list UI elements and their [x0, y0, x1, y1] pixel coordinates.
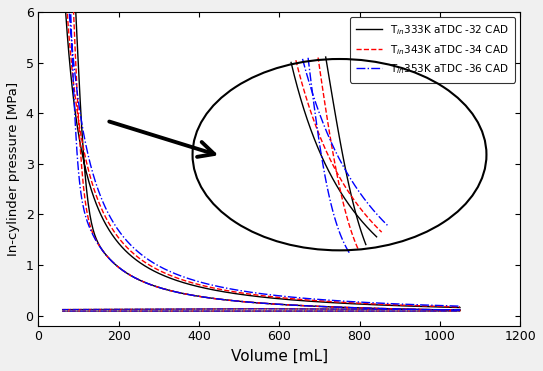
T$_{in}$353K aTDC -36 CAD	[457, 308, 463, 312]
T$_{in}$333K aTDC -32 CAD	[375, 306, 381, 311]
T$_{in}$353K aTDC -36 CAD	[206, 282, 212, 286]
T$_{in}$353K aTDC -36 CAD	[375, 306, 381, 311]
T$_{in}$343K aTDC -34 CAD	[295, 297, 301, 302]
Y-axis label: In-cylinder pressure [MPa]: In-cylinder pressure [MPa]	[7, 82, 20, 256]
T$_{in}$343K aTDC -34 CAD	[457, 305, 463, 309]
X-axis label: Volume [mL]: Volume [mL]	[231, 349, 328, 364]
T$_{in}$343K aTDC -34 CAD	[131, 276, 138, 280]
Line: T$_{in}$353K aTDC -36 CAD: T$_{in}$353K aTDC -36 CAD	[59, 0, 460, 310]
T$_{in}$343K aTDC -34 CAD	[103, 253, 109, 257]
T$_{in}$353K aTDC -36 CAD	[131, 276, 138, 280]
T$_{in}$343K aTDC -34 CAD	[457, 308, 463, 312]
T$_{in}$333K aTDC -32 CAD	[131, 276, 138, 280]
T$_{in}$353K aTDC -36 CAD	[103, 253, 109, 257]
T$_{in}$333K aTDC -32 CAD	[295, 298, 301, 303]
Line: T$_{in}$333K aTDC -32 CAD: T$_{in}$333K aTDC -32 CAD	[59, 0, 460, 310]
Legend: T$_{in}$333K aTDC -32 CAD, T$_{in}$343K aTDC -34 CAD, T$_{in}$353K aTDC -36 CAD: T$_{in}$333K aTDC -32 CAD, T$_{in}$343K …	[350, 17, 515, 82]
T$_{in}$333K aTDC -32 CAD	[206, 287, 212, 291]
T$_{in}$343K aTDC -34 CAD	[375, 306, 381, 311]
T$_{in}$333K aTDC -32 CAD	[281, 297, 287, 301]
T$_{in}$353K aTDC -36 CAD	[281, 294, 287, 299]
T$_{in}$333K aTDC -32 CAD	[457, 308, 463, 312]
T$_{in}$343K aTDC -34 CAD	[206, 285, 212, 289]
T$_{in}$333K aTDC -32 CAD	[103, 253, 109, 257]
T$_{in}$333K aTDC -32 CAD	[457, 305, 463, 310]
T$_{in}$353K aTDC -36 CAD	[457, 304, 463, 308]
Line: T$_{in}$343K aTDC -34 CAD: T$_{in}$343K aTDC -34 CAD	[59, 0, 460, 310]
T$_{in}$343K aTDC -34 CAD	[281, 296, 287, 300]
T$_{in}$353K aTDC -36 CAD	[295, 295, 301, 300]
